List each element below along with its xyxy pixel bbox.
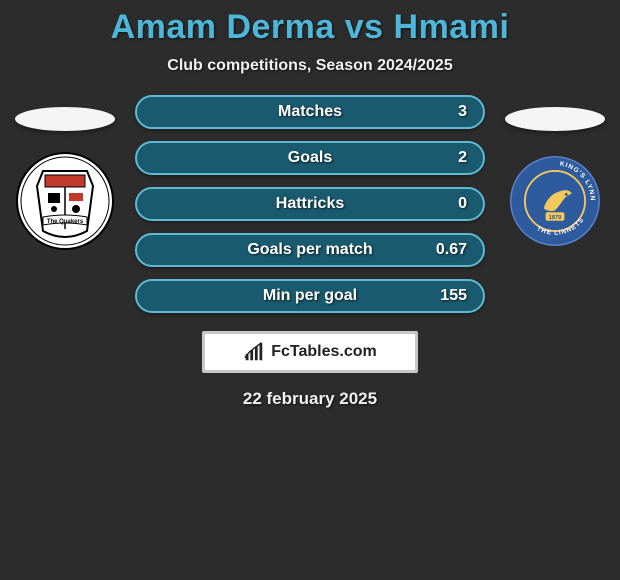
- left-team-column: The Quakers: [10, 95, 120, 251]
- stat-label: Matches: [278, 103, 342, 121]
- stat-label: Min per goal: [263, 287, 357, 305]
- left-team-crest: The Quakers: [15, 151, 115, 251]
- stat-row-goals: Goals 2: [135, 141, 485, 175]
- stat-row-goals-per-match: Goals per match 0.67: [135, 233, 485, 267]
- stat-value: 2: [458, 149, 467, 167]
- svg-text:The Quakers: The Quakers: [47, 219, 84, 225]
- brand-label: FcTables.com: [271, 343, 377, 361]
- stat-row-hattricks: Hattricks 0: [135, 187, 485, 221]
- date-label: 22 february 2025: [0, 389, 620, 409]
- stat-label: Goals per match: [247, 241, 372, 259]
- stat-value: 0: [458, 195, 467, 213]
- svg-text:1879: 1879: [549, 215, 562, 221]
- stat-value: 0.67: [436, 241, 467, 259]
- right-photo-placeholder: [505, 107, 605, 131]
- right-team-crest: KING'S LYNN TOWN FC THE LINNETS 1879: [505, 151, 605, 251]
- left-photo-placeholder: [15, 107, 115, 131]
- circle-badge-icon: KING'S LYNN TOWN FC THE LINNETS 1879: [508, 154, 602, 248]
- stat-label: Goals: [288, 149, 332, 167]
- stat-value: 155: [440, 287, 467, 305]
- stat-label: Hattricks: [276, 195, 344, 213]
- stat-row-min-per-goal: Min per goal 155: [135, 279, 485, 313]
- bar-chart-icon: [243, 341, 265, 363]
- stat-row-matches: Matches 3: [135, 95, 485, 129]
- subtitle: Club competitions, Season 2024/2025: [0, 57, 620, 75]
- brand-badge[interactable]: FcTables.com: [202, 331, 418, 373]
- right-team-column: KING'S LYNN TOWN FC THE LINNETS 1879: [500, 95, 610, 251]
- stat-value: 3: [458, 103, 467, 121]
- stats-column: Matches 3 Goals 2 Hattricks 0 Goals per …: [135, 95, 485, 313]
- comparison-row: The Quakers Matches 3 Goals 2 Hattricks …: [0, 95, 620, 313]
- shield-icon: The Quakers: [15, 151, 115, 251]
- page-title: Amam Derma vs Hmami: [0, 8, 620, 47]
